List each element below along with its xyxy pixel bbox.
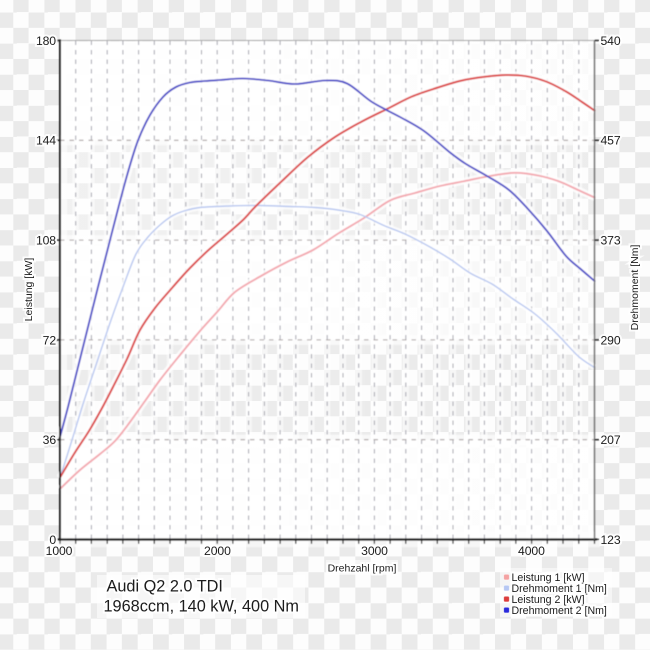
svg-text:Leistung 2 [kW]: Leistung 2 [kW] <box>512 594 585 606</box>
svg-text:72: 72 <box>43 333 57 347</box>
svg-text:Drehzahl [rpm]: Drehzahl [rpm] <box>328 563 397 575</box>
svg-text:3000: 3000 <box>361 544 388 558</box>
svg-text:Audi Q2 2.0 TDI: Audi Q2 2.0 TDI <box>107 578 223 596</box>
svg-text:0: 0 <box>49 533 56 547</box>
svg-text:457: 457 <box>601 134 621 148</box>
svg-text:207: 207 <box>601 433 621 447</box>
svg-text:1000: 1000 <box>46 544 73 558</box>
svg-text:Drehmoment [Nm]: Drehmoment [Nm] <box>629 245 641 331</box>
svg-text:123: 123 <box>601 533 621 547</box>
svg-text:290: 290 <box>601 333 621 347</box>
svg-text:373: 373 <box>601 234 621 248</box>
svg-text:4000: 4000 <box>518 544 545 558</box>
svg-text:Leistung [kW]: Leistung [kW] <box>23 258 35 322</box>
svg-text:108: 108 <box>36 234 56 248</box>
svg-text:Drehmoment 2 [Nm]: Drehmoment 2 [Nm] <box>512 605 607 617</box>
svg-text:Drehmoment 1 [Nm]: Drehmoment 1 [Nm] <box>512 583 607 595</box>
svg-text:36: 36 <box>43 433 57 447</box>
svg-text:2000: 2000 <box>204 544 231 558</box>
svg-text:1968ccm, 140 kW, 400 Nm: 1968ccm, 140 kW, 400 Nm <box>104 598 299 616</box>
svg-text:180: 180 <box>36 34 56 48</box>
svg-text:144: 144 <box>36 134 56 148</box>
svg-text:540: 540 <box>601 34 621 48</box>
svg-text:Leistung 1 [kW]: Leistung 1 [kW] <box>512 572 585 584</box>
